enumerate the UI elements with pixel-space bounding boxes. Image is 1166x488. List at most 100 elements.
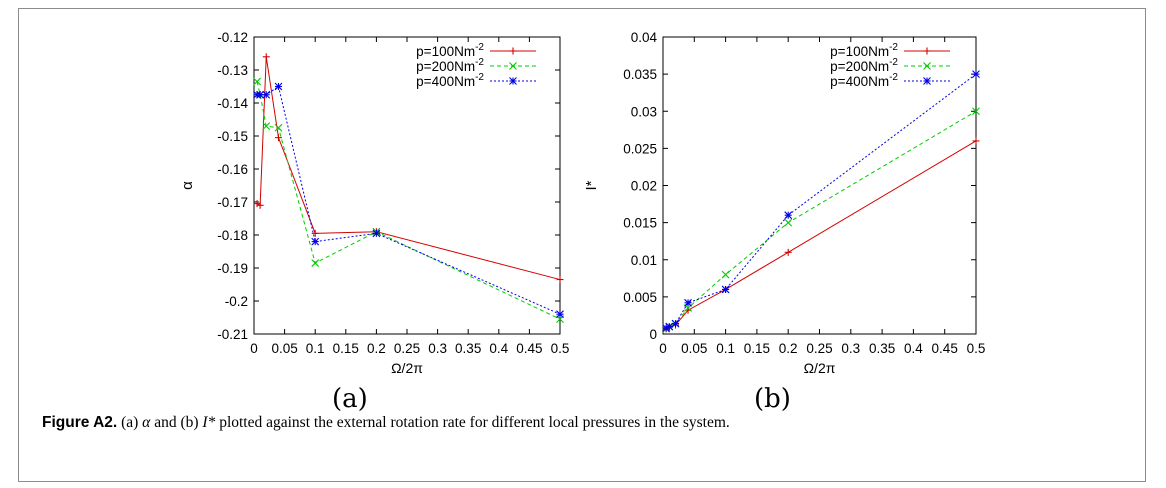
chart-b-series-2-point-stroke	[721, 285, 730, 294]
figure-frame	[18, 8, 1146, 482]
chart-b-series-2-point	[784, 211, 793, 220]
chart-b-series-0-point	[784, 248, 792, 256]
chart-a-series-2-point	[256, 90, 265, 99]
chart-b-ytick-label: 0.02	[631, 179, 657, 194]
caption-text-1: (a)	[117, 414, 143, 431]
chart-b-xtick-label: 0.4	[904, 341, 923, 356]
chart-a-legend-marker-1-stroke	[509, 62, 517, 70]
chart-b-xlabel: Ω/2π	[804, 360, 836, 376]
chart-a-xtick-label: 0.4	[489, 341, 508, 356]
chart-b-series-1-point-stroke	[784, 218, 793, 227]
chart-b-series-2-point-stroke	[671, 319, 680, 328]
chart-b-legend-label: p=200Nm-2	[830, 57, 898, 74]
chart-b-ytick-label: 0.005	[623, 290, 657, 305]
chart-alpha: 0 0.05 0.1 0.15 0.2 0.25 0.3 0.35 0.4 0.45 0.5 -0.2…	[180, 30, 570, 376]
chart-a-series-0-point	[274, 134, 282, 142]
chart-b-legend-marker-1	[923, 62, 931, 70]
chart-a-series-2-point-stroke	[256, 90, 265, 99]
chart-a-series-1-point-stroke	[262, 122, 271, 130]
chart-a-series-1-point	[253, 77, 261, 86]
chart-a-series-2-point	[262, 90, 271, 99]
chart-a-ytick-label: -0.13	[217, 63, 248, 78]
caption-text-2: and (b)	[150, 414, 203, 431]
chart-b-xtick-label: 0.25	[806, 341, 832, 356]
chart-a-xtick-label: 0.35	[455, 341, 481, 356]
chart-a-legend-marker-1	[509, 62, 517, 70]
chart-a-ytick-label: -0.2	[225, 294, 248, 309]
chart-a-series-line-0	[256, 56, 561, 281]
chart-a-series-2-point-stroke	[311, 237, 320, 246]
panel-label-b: (b)	[754, 384, 791, 414]
chart-b-legend-marker-2-stroke	[923, 77, 931, 85]
chart-a-legend-marker-2	[509, 77, 517, 85]
chart-b-xtick-label: 0.3	[841, 341, 860, 356]
caption-alpha-symbol: α	[142, 414, 151, 431]
chart-b-legend-marker-1-stroke	[923, 62, 931, 70]
chart-b-series-2-point-stroke	[784, 211, 793, 220]
chart-b-ytick-label: 0	[649, 327, 657, 342]
chart-b-series-0-point	[972, 137, 980, 145]
chart-b-xtick-label: 0.35	[869, 341, 895, 356]
chart-b-xtick-label: 0.1	[716, 341, 735, 356]
chart-istar: 0 0.05 0.1 0.15 0.2 0.25 0.3 0.35 0.4 0.45 0.5 0 0.0…	[583, 30, 985, 376]
chart-a-legend-label: p=200Nm-2	[416, 57, 484, 74]
chart-a-series-2-point	[372, 229, 381, 238]
chart-b-legend-label: p=100Nm-2	[830, 42, 898, 59]
chart-a-series-0-point	[311, 229, 319, 237]
chart-b-series-2-point-stroke	[665, 322, 674, 331]
chart-b-series-1-point-stroke	[721, 270, 730, 279]
chart-b-series-2-point-stroke	[684, 298, 692, 307]
chart-a-xtick-label: 0.5	[551, 341, 570, 356]
chart-b-series-1-point-stroke	[972, 107, 980, 116]
chart-a-series-0-point	[556, 276, 564, 284]
chart-a-series-1-point-stroke	[274, 123, 283, 132]
chart-b-ytick-label: 0.01	[631, 253, 657, 268]
chart-b-ytick-label: 0.035	[623, 67, 657, 82]
chart-a-ytick-label: -0.14	[217, 96, 248, 111]
chart-a-series-2-point-stroke	[372, 229, 381, 238]
chart-a-ytick-label: -0.15	[217, 129, 248, 144]
chart-a-series-0-point	[262, 53, 270, 61]
chart-b-plot-frame	[662, 36, 977, 335]
chart-b-ytick-label: 0.04	[631, 30, 658, 45]
caption-istar-symbol: I*	[202, 414, 216, 431]
chart-a-ytick-label: -0.17	[217, 195, 248, 210]
chart-b-series-2-point-stroke	[972, 70, 980, 79]
figure-caption: Figure A2. (a) α and (b) I* plotted agai…	[42, 414, 730, 432]
chart-a-series-2-point	[311, 237, 320, 246]
caption-figure-label: Figure A2.	[42, 414, 118, 431]
chart-a-series-2-point	[556, 310, 564, 319]
chart-a-series-0-point	[256, 201, 264, 209]
chart-b-xtick-label: 0.2	[779, 341, 798, 356]
chart-a-series-2-point-stroke	[262, 90, 271, 99]
chart-a-series-1-point	[262, 122, 271, 130]
chart-a-legend-label: p=100Nm-2	[416, 42, 484, 59]
chart-b-series-2-point	[972, 70, 980, 79]
chart-b-series-1-point	[784, 218, 793, 227]
chart-a-ytick-label: -0.18	[217, 228, 248, 243]
caption-text-3: plotted against the external rotation ra…	[215, 414, 730, 431]
chart-b-ytick-label: 0.03	[631, 104, 657, 119]
chart-b-xtick-label: 0.45	[932, 341, 958, 356]
chart-b-ytick-label: 0.025	[623, 141, 657, 156]
chart-a-ytick-label: -0.21	[217, 327, 248, 342]
chart-a-series-2-point	[274, 82, 283, 91]
chart-b-series-2-point	[665, 322, 674, 331]
chart-b-xtick-label: 0.15	[744, 341, 770, 356]
chart-a-ytick-label: -0.19	[217, 261, 248, 276]
panel-label-a: (a)	[332, 384, 368, 414]
chart-a-series-1-point	[311, 259, 320, 267]
chart-b-series-2-point	[721, 285, 730, 294]
chart-b-xtick-label: 0.05	[681, 341, 707, 356]
chart-a-series-0-point	[253, 200, 261, 208]
chart-a-xtick-label: 0	[250, 341, 258, 356]
chart-a-xlabel: Ω/2π	[391, 360, 423, 376]
chart-b-series-line-0	[665, 140, 977, 330]
chart-a-xtick-label: 0.45	[516, 341, 542, 356]
chart-a-series-1-point-stroke	[311, 259, 320, 267]
chart-a-ylabel: α	[180, 181, 196, 190]
chart-b-xtick-label: 0	[659, 341, 667, 356]
chart-b-ytick-label: 0.015	[623, 216, 657, 231]
chart-a-ytick-label: -0.16	[217, 162, 248, 177]
chart-a-legend-marker-2-stroke	[509, 77, 517, 85]
